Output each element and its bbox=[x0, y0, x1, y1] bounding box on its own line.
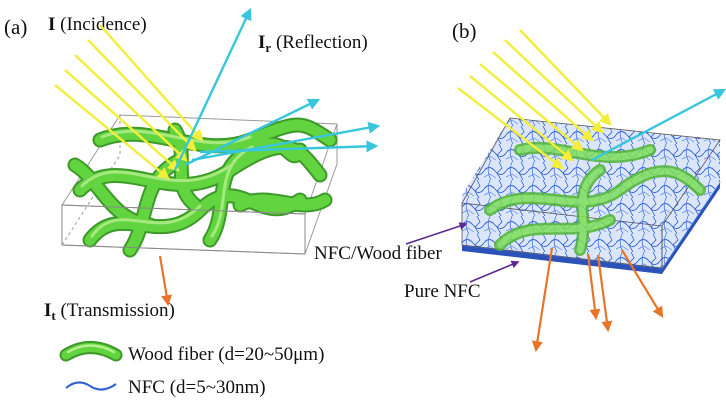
legend-nfc-swatch bbox=[65, 381, 117, 391]
pure-nfc-pointer bbox=[469, 260, 520, 283]
incidence-label: I (Incidence) bbox=[48, 14, 147, 35]
legend: Wood fiber (d=20~50μm) NFC (d=5~30nm) bbox=[59, 341, 324, 398]
nfc-wood-label: NFC/Wood fiber bbox=[314, 243, 442, 264]
transmitted-ray-a bbox=[158, 255, 172, 307]
panel-b-label: (b) bbox=[452, 19, 477, 43]
transmitted-rays-b bbox=[531, 247, 664, 353]
reflected-ray-b bbox=[591, 88, 726, 162]
sample-box-a-front bbox=[61, 204, 306, 255]
legend-nfc-label: NFC (d=5~30nm) bbox=[128, 377, 266, 398]
incident-rays-b bbox=[457, 29, 612, 170]
legend-wood-fiber-label: Wood fiber (d=20~50μm) bbox=[128, 344, 324, 365]
reflected-rays-a bbox=[173, 7, 381, 171]
nfc-wood-pointer bbox=[405, 222, 468, 245]
reflection-label: Ir (Reflection) bbox=[258, 32, 368, 55]
wood-fiber-network-a bbox=[67, 117, 338, 258]
wood-fiber-network-b bbox=[484, 141, 706, 256]
legend-wood-fiber-swatch bbox=[59, 341, 123, 362]
incident-rays-a bbox=[54, 24, 204, 180]
transmission-label: It (Transmission) bbox=[44, 300, 175, 323]
pure-nfc-label: Pure NFC bbox=[404, 281, 481, 302]
panel-a-label: (a) bbox=[4, 15, 27, 39]
